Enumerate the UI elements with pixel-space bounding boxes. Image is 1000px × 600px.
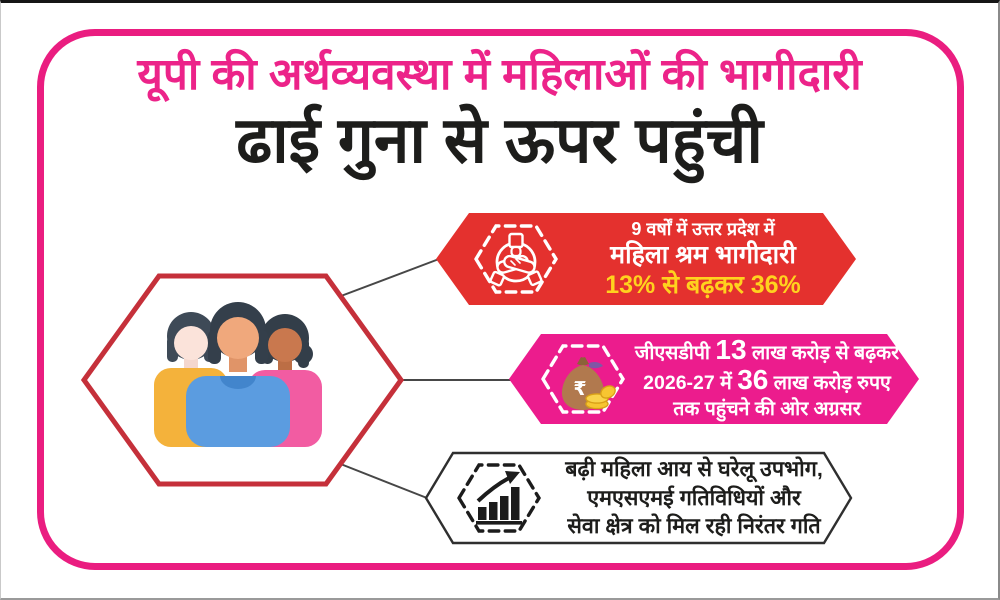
banner-magenta-shape [509, 334, 919, 424]
helping-hands-icon [468, 221, 564, 302]
women-group-illustration [154, 302, 322, 447]
dashed-hexagon-border [457, 463, 541, 533]
banner-labour-participation: 9 वर्षों में उत्तर प्रदेश में महिला श्रम… [436, 213, 856, 305]
banner1-line2: महिला श्रम भागीदारी [610, 241, 796, 270]
growth-chart-icon [451, 460, 547, 541]
dashed-hexagon-border [541, 344, 625, 414]
banner-growth: बढ़ी महिला आय से घरेलू उपभोग, एमएसएमई गत… [423, 450, 854, 546]
banner1-highlight: 13% से बढ़कर 36% [605, 271, 801, 300]
page-subtitle: ढाई गुना से ऊपर पहुंची [236, 104, 763, 176]
banner3-line2: एमएसएमई गतिविधियों और [587, 485, 801, 510]
banner1-line1: 9 वर्षों में उत्तर प्रदेश में [631, 218, 775, 239]
money-bag-rupee-icon: ₹ [535, 341, 631, 422]
pink-rounded-frame [37, 29, 964, 570]
woman-center [186, 302, 290, 447]
banner2-line2: 2026-27 में 36 लाख करोड़ रुपए [643, 364, 891, 396]
banner3-line3: सेवा क्षेत्र को मिल रही निरंतर गति [567, 514, 821, 539]
banner-outline-shape [424, 451, 853, 545]
banner2-line3: तक पहुंचने की ओर अग्रसर [673, 397, 861, 420]
dashed-hexagon-border [474, 224, 558, 294]
banner-gsdp: ₹ जीएसडीपी 13 लाख करोड़ से बढ़कर 2026-27… [509, 334, 919, 424]
banner2-line1: जीएसडीपी 13 लाख करोड़ से बढ़कर [634, 333, 900, 365]
connector-lines [332, 258, 515, 499]
rupee-symbol: ₹ [573, 379, 586, 400]
page-title: यूपी की अर्थव्यवस्था में महिलाओं की भागी… [137, 50, 862, 99]
banner3-line1: बढ़ी महिला आय से घरेलू उपभोग, [565, 457, 823, 482]
